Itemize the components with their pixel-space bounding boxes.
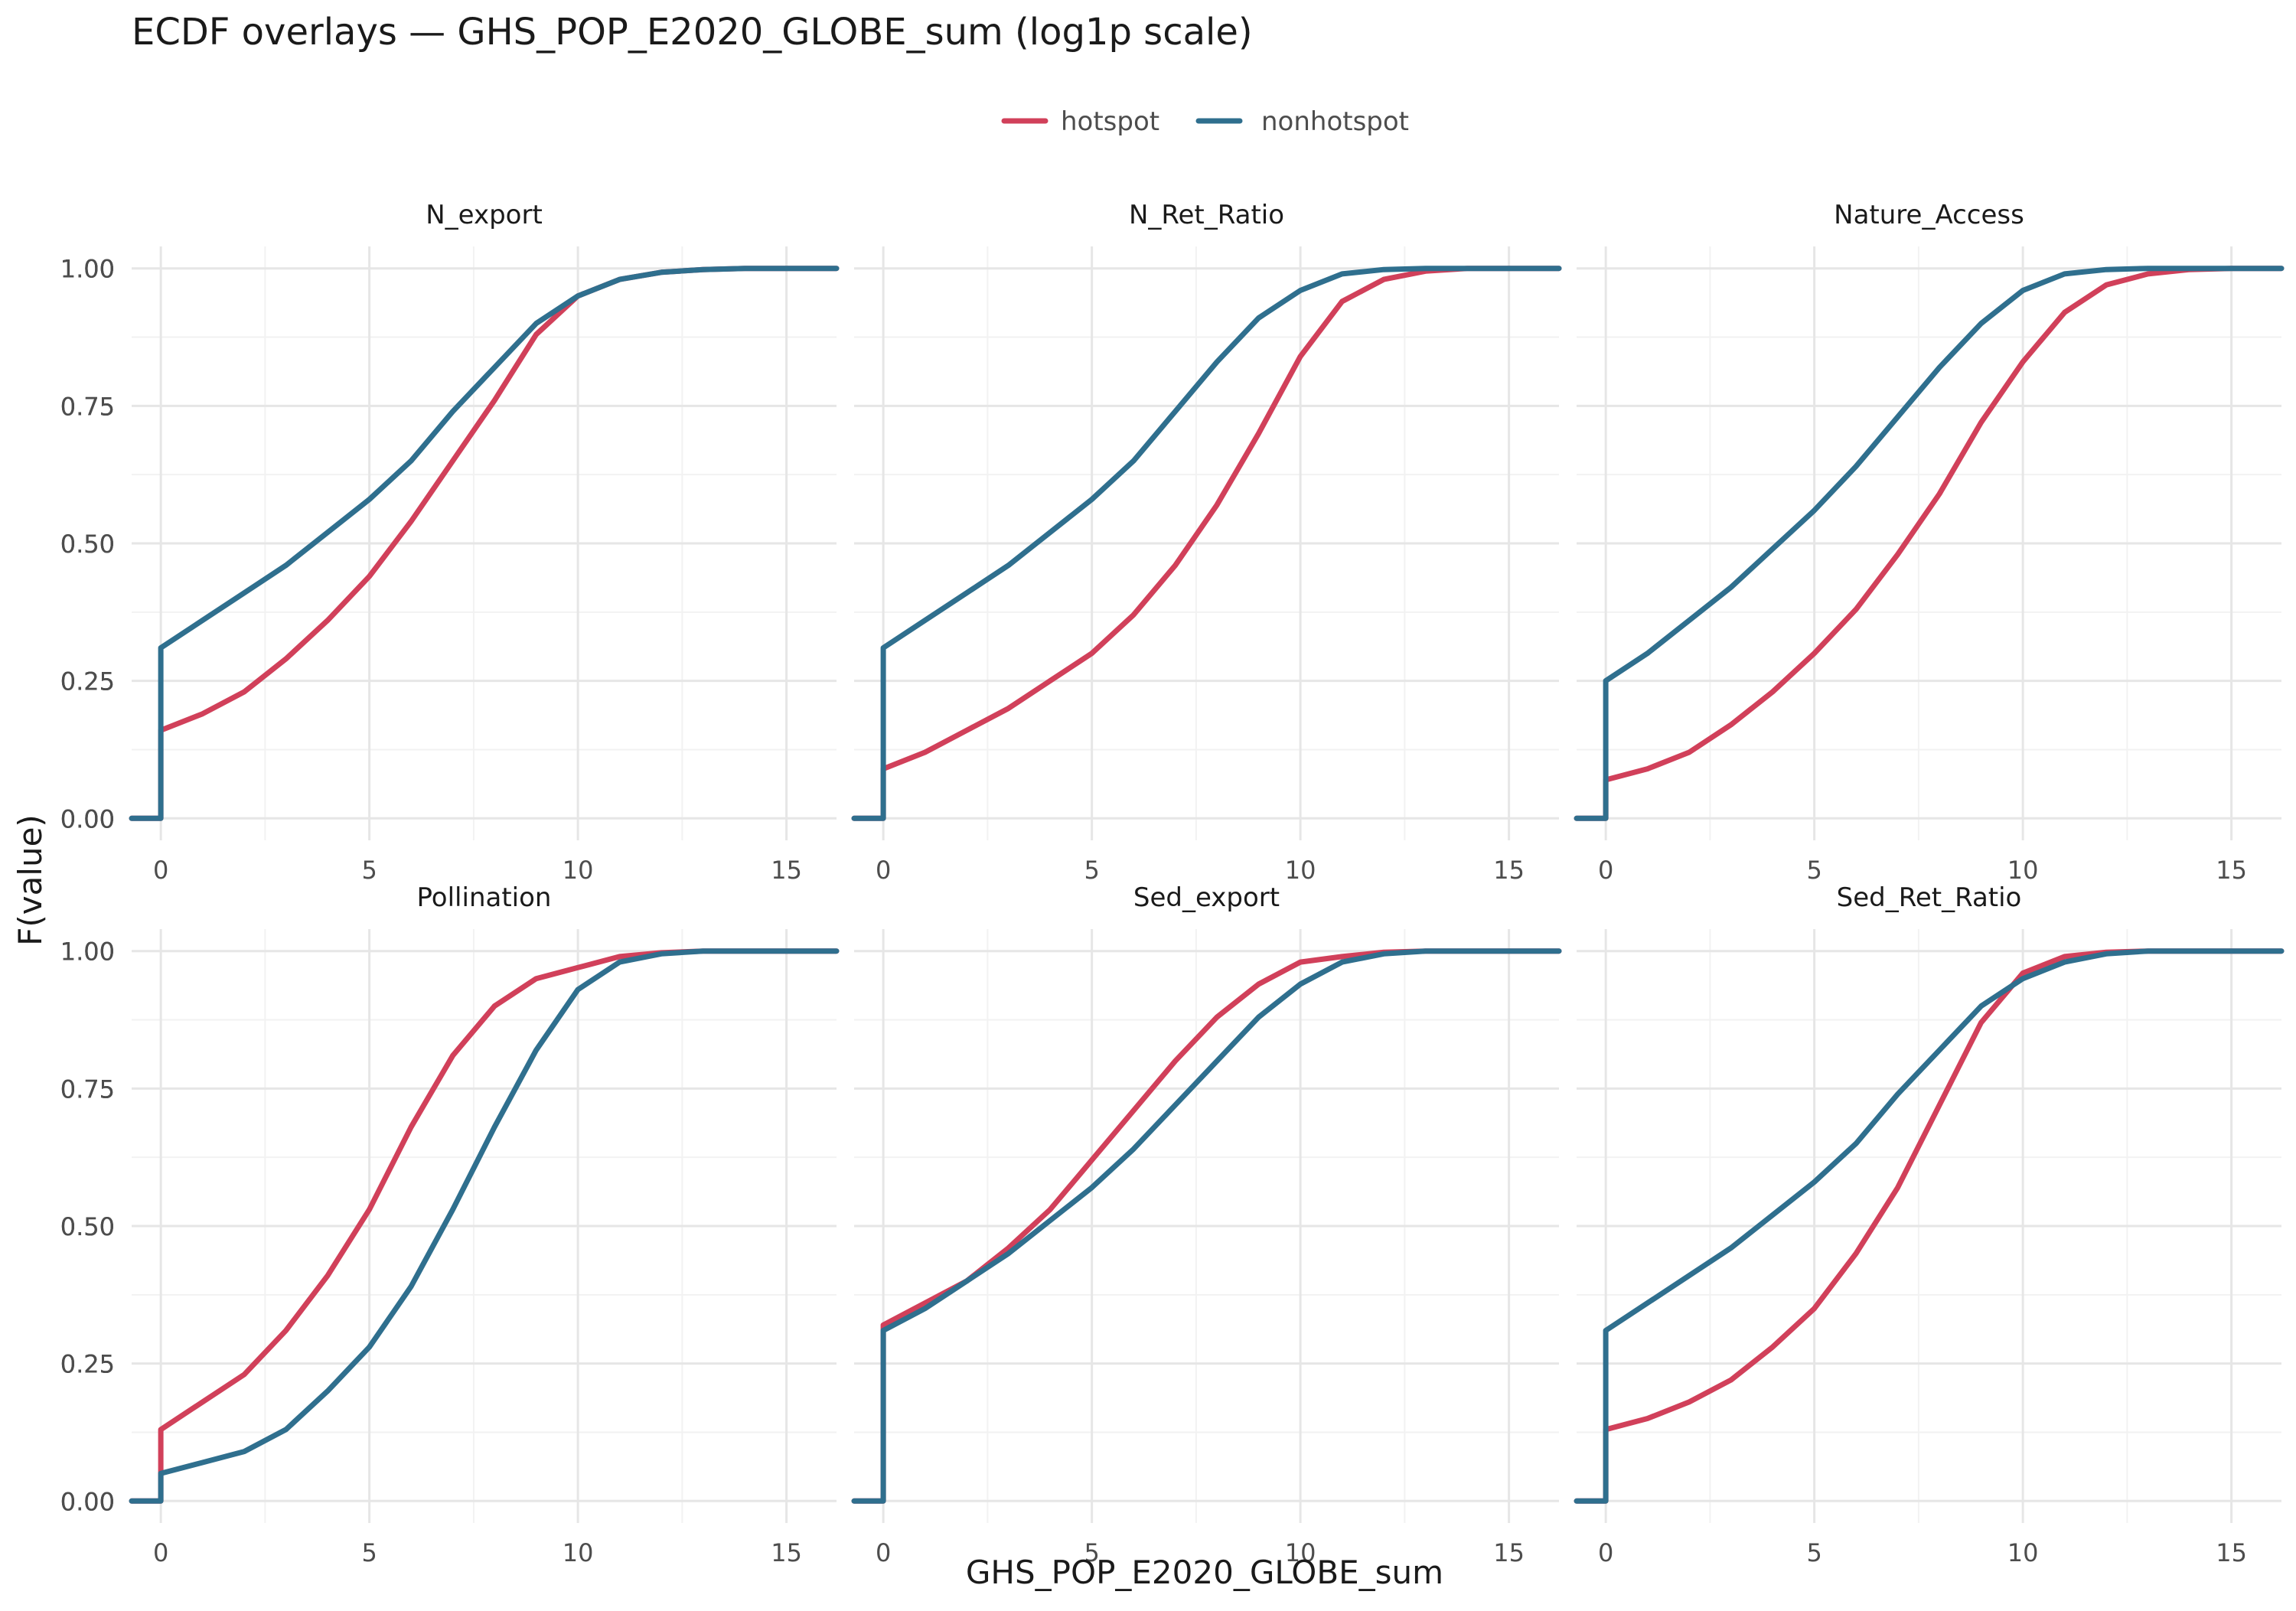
panel-title: Nature_Access — [1834, 200, 2024, 230]
y-tick-label: 0.25 — [60, 1350, 115, 1379]
y-tick-label: 0.50 — [60, 1212, 115, 1241]
x-tick-label: 5 — [1806, 1538, 1821, 1567]
panel-title: N_export — [426, 200, 543, 230]
x-tick-label: 15 — [1493, 856, 1525, 885]
y-tick-label: 0.75 — [60, 1075, 115, 1104]
x-tick-label: 10 — [2007, 856, 2039, 885]
panel-Sed_Ret_Ratio: Sed_Ret_Ratio 0.00 0.25 0.50 0.75 1.00 0 5 10 15 — [60, 882, 2285, 1567]
y-tick-label: 0.50 — [60, 530, 115, 559]
x-tick-label: 0 — [1598, 1538, 1613, 1567]
x-tick-label: 5 — [1084, 856, 1099, 885]
y-tick-label: 0.25 — [60, 667, 115, 696]
panel-title: Sed_export — [1133, 882, 1280, 913]
y-tick-label: 0.50 — [60, 1212, 115, 1241]
panel-Nature_Access: Nature_Access 0.00 0.25 0.50 0.75 1.00 0 5 10 15 — [60, 200, 2285, 885]
y-axis-label: F(value) — [11, 814, 49, 946]
x-tick-label: 0 — [1598, 856, 1613, 885]
y-tick-label: 0.75 — [60, 1075, 115, 1104]
panel-title: Pollination — [417, 882, 552, 913]
x-tick-label: 0 — [153, 1538, 168, 1567]
chart-title: ECDF overlays — GHS_POP_E2020_GLOBE_sum … — [132, 11, 1253, 54]
x-tick-label: 15 — [2216, 1538, 2247, 1567]
panel-Pollination: Pollination 0.00 0.25 0.50 0.75 1.00 0 5 10 15 — [60, 882, 840, 1567]
y-tick-label: 1.00 — [60, 938, 115, 967]
ecdf-line-nonhotspot — [1574, 948, 2285, 1504]
ecdf-line-nonhotspot — [1574, 266, 2285, 821]
x-tick-label: 5 — [1084, 1538, 1099, 1567]
panel-Sed_export: Sed_export 0.00 0.25 0.50 0.75 1.00 0 5 10 15 — [60, 882, 1562, 1567]
y-tick-label: 1.00 — [60, 255, 115, 284]
x-tick-label: 5 — [361, 1538, 377, 1567]
panel-title: Sed_Ret_Ratio — [1837, 882, 2022, 913]
x-tick-label: 15 — [771, 1538, 802, 1567]
x-tick-label: 10 — [563, 1538, 594, 1567]
y-tick-label: 0.00 — [60, 804, 115, 833]
x-tick-label: 0 — [876, 1538, 891, 1567]
ecdf-line-nonhotspot — [851, 948, 1562, 1504]
y-tick-label: 0.50 — [60, 530, 115, 559]
y-tick-label: 0.75 — [60, 392, 115, 421]
y-tick-label: 0.75 — [60, 392, 115, 421]
y-tick-label: 0.00 — [60, 804, 115, 833]
panel-N_Ret_Ratio: N_Ret_Ratio 0.00 0.25 0.50 0.75 1.00 0 5 10 15 — [60, 200, 1562, 885]
ecdf-line-hotspot — [1574, 266, 2285, 821]
y-tick-label: 0.75 — [60, 392, 115, 421]
x-tick-label: 10 — [1285, 856, 1316, 885]
x-tick-label: 0 — [153, 856, 168, 885]
y-tick-label: 0.50 — [60, 1212, 115, 1241]
panel-title: N_Ret_Ratio — [1129, 200, 1284, 230]
y-tick-label: 1.00 — [60, 938, 115, 967]
y-tick-label: 0.00 — [60, 804, 115, 833]
panel-N_export: N_export 0.00 0.25 0.50 0.75 1.00 0 5 10 15 — [60, 200, 840, 885]
x-tick-label: 5 — [1806, 856, 1821, 885]
y-tick-label: 0.00 — [60, 1487, 115, 1516]
x-tick-label: 15 — [2216, 856, 2247, 885]
ecdf-line-nonhotspot — [129, 266, 840, 821]
x-axis-label: GHS_POP_E2020_GLOBE_sum — [966, 1554, 1443, 1591]
legend-label-hotspot: hotspot — [1061, 106, 1159, 137]
x-tick-label: 0 — [876, 856, 891, 885]
y-tick-label: 1.00 — [60, 255, 115, 284]
y-tick-label: 0.00 — [60, 1487, 115, 1516]
y-tick-label: 0.75 — [60, 1075, 115, 1104]
ecdf-line-nonhotspot — [129, 948, 840, 1504]
y-tick-label: 1.00 — [60, 255, 115, 284]
y-tick-label: 1.00 — [60, 938, 115, 967]
legend-label-nonhotspot: nonhotspot — [1261, 106, 1409, 137]
x-tick-label: 5 — [361, 856, 377, 885]
y-tick-label: 0.25 — [60, 1350, 115, 1379]
y-tick-label: 0.25 — [60, 1350, 115, 1379]
ecdf-line-nonhotspot — [851, 266, 1562, 821]
x-tick-label: 10 — [563, 856, 594, 885]
y-tick-label: 0.00 — [60, 1487, 115, 1516]
legend: hotspot nonhotspot — [1001, 106, 1409, 137]
y-tick-label: 0.25 — [60, 667, 115, 696]
x-tick-label: 15 — [1493, 1538, 1525, 1567]
y-tick-label: 0.25 — [60, 667, 115, 696]
ecdf-line-hotspot — [851, 266, 1562, 821]
x-tick-label: 15 — [771, 856, 802, 885]
x-tick-label: 10 — [1285, 1538, 1316, 1567]
x-tick-label: 10 — [2007, 1538, 2039, 1567]
y-tick-label: 0.50 — [60, 530, 115, 559]
